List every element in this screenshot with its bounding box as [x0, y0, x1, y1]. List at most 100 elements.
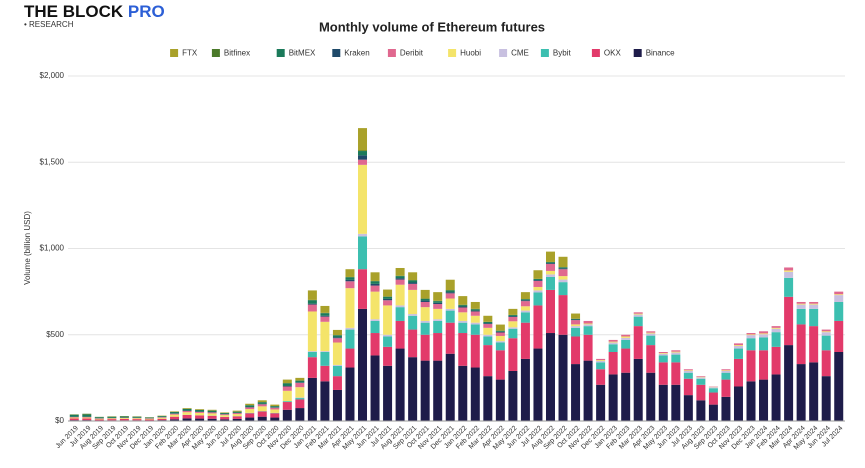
- legend-swatch: [448, 49, 457, 57]
- bar-segment: [683, 378, 693, 396]
- bar-segment: [94, 419, 104, 421]
- bar-segment: [508, 327, 518, 329]
- bar-segment: [332, 338, 342, 343]
- bar-segment: [144, 418, 154, 420]
- bar-segment: [533, 348, 543, 421]
- bar-segment: [558, 282, 568, 296]
- legend-label: Bitfinex: [224, 49, 250, 58]
- bar-segment: [270, 413, 280, 418]
- legend-swatch: [211, 49, 220, 57]
- bar-segment: [433, 333, 443, 361]
- bar-segment: [470, 310, 480, 312]
- bar-segment: [658, 384, 668, 421]
- bar-segment: [508, 321, 518, 328]
- bar-segment: [708, 392, 718, 405]
- bar-segment: [596, 384, 606, 421]
- bar-segment: [395, 305, 405, 308]
- bar-segment: [671, 384, 681, 421]
- bar-segment: [270, 417, 280, 421]
- bar-segment: [571, 318, 581, 320]
- bar-segment: [320, 316, 330, 322]
- bar-segment: [721, 370, 731, 371]
- bar-segment: [282, 409, 292, 421]
- legend-swatch: [499, 49, 508, 57]
- bar-segment: [608, 339, 618, 342]
- bar-segment: [458, 320, 468, 323]
- legend-label: FTX: [182, 49, 198, 58]
- bar-segment: [583, 334, 593, 361]
- bar-segment: [458, 307, 468, 313]
- bar-segment: [470, 301, 480, 309]
- bar-segment: [696, 377, 706, 379]
- bar-segment: [596, 362, 606, 370]
- bar-segment: [170, 412, 180, 414]
- bar-segment: [658, 352, 668, 354]
- bar-segment: [433, 319, 443, 321]
- bar-segment: [583, 324, 593, 327]
- bar-segment: [408, 283, 418, 290]
- bar-segment: [307, 377, 317, 421]
- bar-segment: [207, 409, 217, 411]
- bar-segment: [232, 416, 242, 419]
- bar-segment: [383, 298, 393, 301]
- bar-segment: [132, 416, 142, 418]
- bar-segment: [621, 334, 631, 337]
- bar-segment: [257, 402, 267, 404]
- bar-segment: [107, 418, 117, 420]
- bar-segment: [483, 376, 493, 421]
- legend-label: CME: [511, 49, 529, 58]
- logo-sub: • RESEARCH: [24, 20, 74, 29]
- bar-segment: [771, 328, 781, 333]
- bar-segment: [445, 310, 455, 323]
- bar-segment: [82, 418, 92, 421]
- bar-segment: [495, 342, 505, 351]
- bar-segment: [495, 379, 505, 421]
- bar-segment: [759, 379, 769, 421]
- bar-segment: [220, 414, 230, 416]
- bar-segment: [746, 333, 756, 335]
- bar-segment: [282, 379, 292, 384]
- bar-segment: [395, 279, 405, 285]
- bar-segment: [358, 164, 368, 234]
- bar-segment: [282, 390, 292, 402]
- bar-segment: [445, 353, 455, 421]
- bar-segment: [195, 409, 205, 410]
- y-tick-label: $1,000: [40, 244, 65, 253]
- bar-segment: [746, 334, 756, 336]
- bar-segment: [483, 327, 493, 335]
- bar-segment: [383, 334, 393, 337]
- bar-segment: [433, 320, 443, 334]
- bar-segment: [733, 345, 743, 346]
- bar-segment: [383, 296, 393, 299]
- bar-segment: [370, 319, 380, 321]
- bar-segment: [220, 412, 230, 413]
- bar-segment: [132, 418, 142, 420]
- bar-segment: [345, 288, 355, 328]
- bar-segment: [796, 301, 806, 304]
- bar-segment: [621, 348, 631, 373]
- bar-segment: [395, 276, 405, 279]
- bar-segment: [195, 409, 205, 412]
- bar-segment: [571, 319, 581, 321]
- bar-segment: [195, 418, 205, 421]
- bar-segment: [533, 305, 543, 349]
- bar-segment: [520, 300, 530, 302]
- bar-segment: [646, 332, 656, 334]
- bar-segment: [144, 417, 154, 419]
- bar-segment: [495, 330, 505, 332]
- bar-segment: [508, 316, 518, 322]
- bar-segment: [157, 417, 167, 419]
- bar-segment: [69, 414, 79, 417]
- bar-segment: [721, 370, 731, 373]
- bar-segment: [420, 322, 430, 335]
- bar-segment: [170, 411, 180, 412]
- bar-segment: [107, 416, 117, 418]
- bar-segment: [358, 269, 368, 309]
- bar-segment: [708, 404, 718, 421]
- bar-segment: [571, 326, 581, 328]
- bar-segment: [696, 376, 706, 377]
- bar-segment: [195, 415, 205, 419]
- bar-segment: [784, 271, 794, 278]
- bar-segment: [408, 314, 418, 316]
